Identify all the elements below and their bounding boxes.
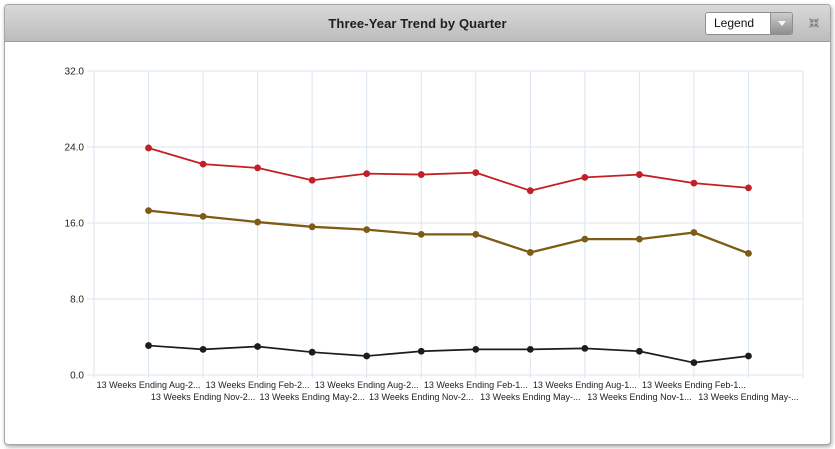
data-point[interactable] [308,348,316,356]
series-2 [145,207,752,257]
data-point[interactable] [199,160,207,168]
series-1 [145,144,752,195]
y-axis-label: 32.0 [65,67,85,78]
x-axis-label: 13 Weeks Ending May-... [698,392,798,402]
data-point[interactable] [635,235,643,243]
data-point[interactable] [308,176,316,184]
chart-area: 0.0 8.0 16.0 24.0 32.0 13 Weeks Ending Aug-2.… [5,42,830,444]
data-point[interactable] [581,345,589,352]
y-axis-label: 24.0 [65,143,85,154]
y-axis-label: 16.0 [65,219,85,230]
data-point[interactable] [145,342,152,349]
vertical-gridlines [93,71,804,378]
legend-dropdown-arrow-button[interactable] [770,12,792,34]
data-point[interactable] [199,345,207,353]
x-axis-label: 13 Weeks Ending Feb-2... [206,380,310,390]
x-axis-label: 13 Weeks Ending May-... [480,392,580,402]
maximize-icon[interactable] [806,15,822,31]
data-point[interactable] [472,231,480,238]
panel-title: Three-Year Trend by Quarter [328,15,507,31]
data-point[interactable] [254,343,262,350]
data-point[interactable] [745,184,752,192]
x-axis-labels: 13 Weeks Ending Aug-2... 13 Weeks Ending … [97,380,799,402]
horizontal-gridlines [87,70,803,376]
data-point[interactable] [526,187,534,195]
data-point[interactable] [363,170,371,178]
y-axis-label: 0.0 [70,371,84,382]
data-point[interactable] [745,250,752,257]
data-point[interactable] [308,223,316,231]
data-point[interactable] [472,169,480,177]
data-point[interactable] [581,235,589,243]
data-point[interactable] [690,359,698,367]
data-point[interactable] [472,345,480,353]
x-axis-label: 13 Weeks Ending Nov-1... [587,392,691,402]
chart-panel: Three-Year Trend by Quarter Legend 0.0 8.… [4,4,831,445]
y-axis-label: 8.0 [70,295,84,306]
trend-line-chart: 0.0 8.0 16.0 24.0 32.0 13 Weeks Ending Aug-2.… [65,67,804,402]
data-point[interactable] [145,144,152,152]
panel-header: Three-Year Trend by Quarter Legend [5,5,830,42]
data-point[interactable] [745,352,752,360]
x-axis-label: 13 Weeks Ending Feb-1... [642,380,746,390]
x-axis-label: 13 Weeks Ending Aug-1... [533,380,637,390]
x-axis-label: 13 Weeks Ending Nov-2... [369,392,473,402]
y-axis-labels: 0.0 8.0 16.0 24.0 32.0 [65,67,85,382]
legend-dropdown[interactable]: Legend [705,11,793,35]
data-point[interactable] [526,249,534,256]
header-controls: Legend [705,5,822,41]
data-point[interactable] [145,207,152,215]
data-point[interactable] [254,218,262,226]
x-axis-label: 13 Weeks Ending Nov-2... [151,392,255,402]
data-point[interactable] [526,345,534,353]
x-axis-label: 13 Weeks Ending May-2... [259,392,364,402]
legend-dropdown-label: Legend [706,12,770,34]
x-axis-label: 13 Weeks Ending Feb-1... [424,380,528,390]
series-line [148,344,749,364]
series-line [148,209,749,255]
data-point[interactable] [199,212,207,220]
data-point[interactable] [363,226,371,234]
data-point[interactable] [363,352,371,360]
data-point[interactable] [254,164,262,172]
data-point[interactable] [635,347,643,355]
series-3 [145,342,752,367]
data-point[interactable] [417,231,425,238]
x-axis-label: 13 Weeks Ending Aug-2... [97,380,201,390]
data-point[interactable] [581,174,589,181]
x-axis-label: 13 Weeks Ending Aug-2... [315,380,419,390]
data-point[interactable] [417,171,425,178]
data-point[interactable] [690,179,698,187]
data-point[interactable] [635,171,643,178]
data-point[interactable] [690,229,698,236]
chevron-down-icon [777,20,786,26]
data-point[interactable] [417,347,425,355]
series-line [148,147,749,192]
